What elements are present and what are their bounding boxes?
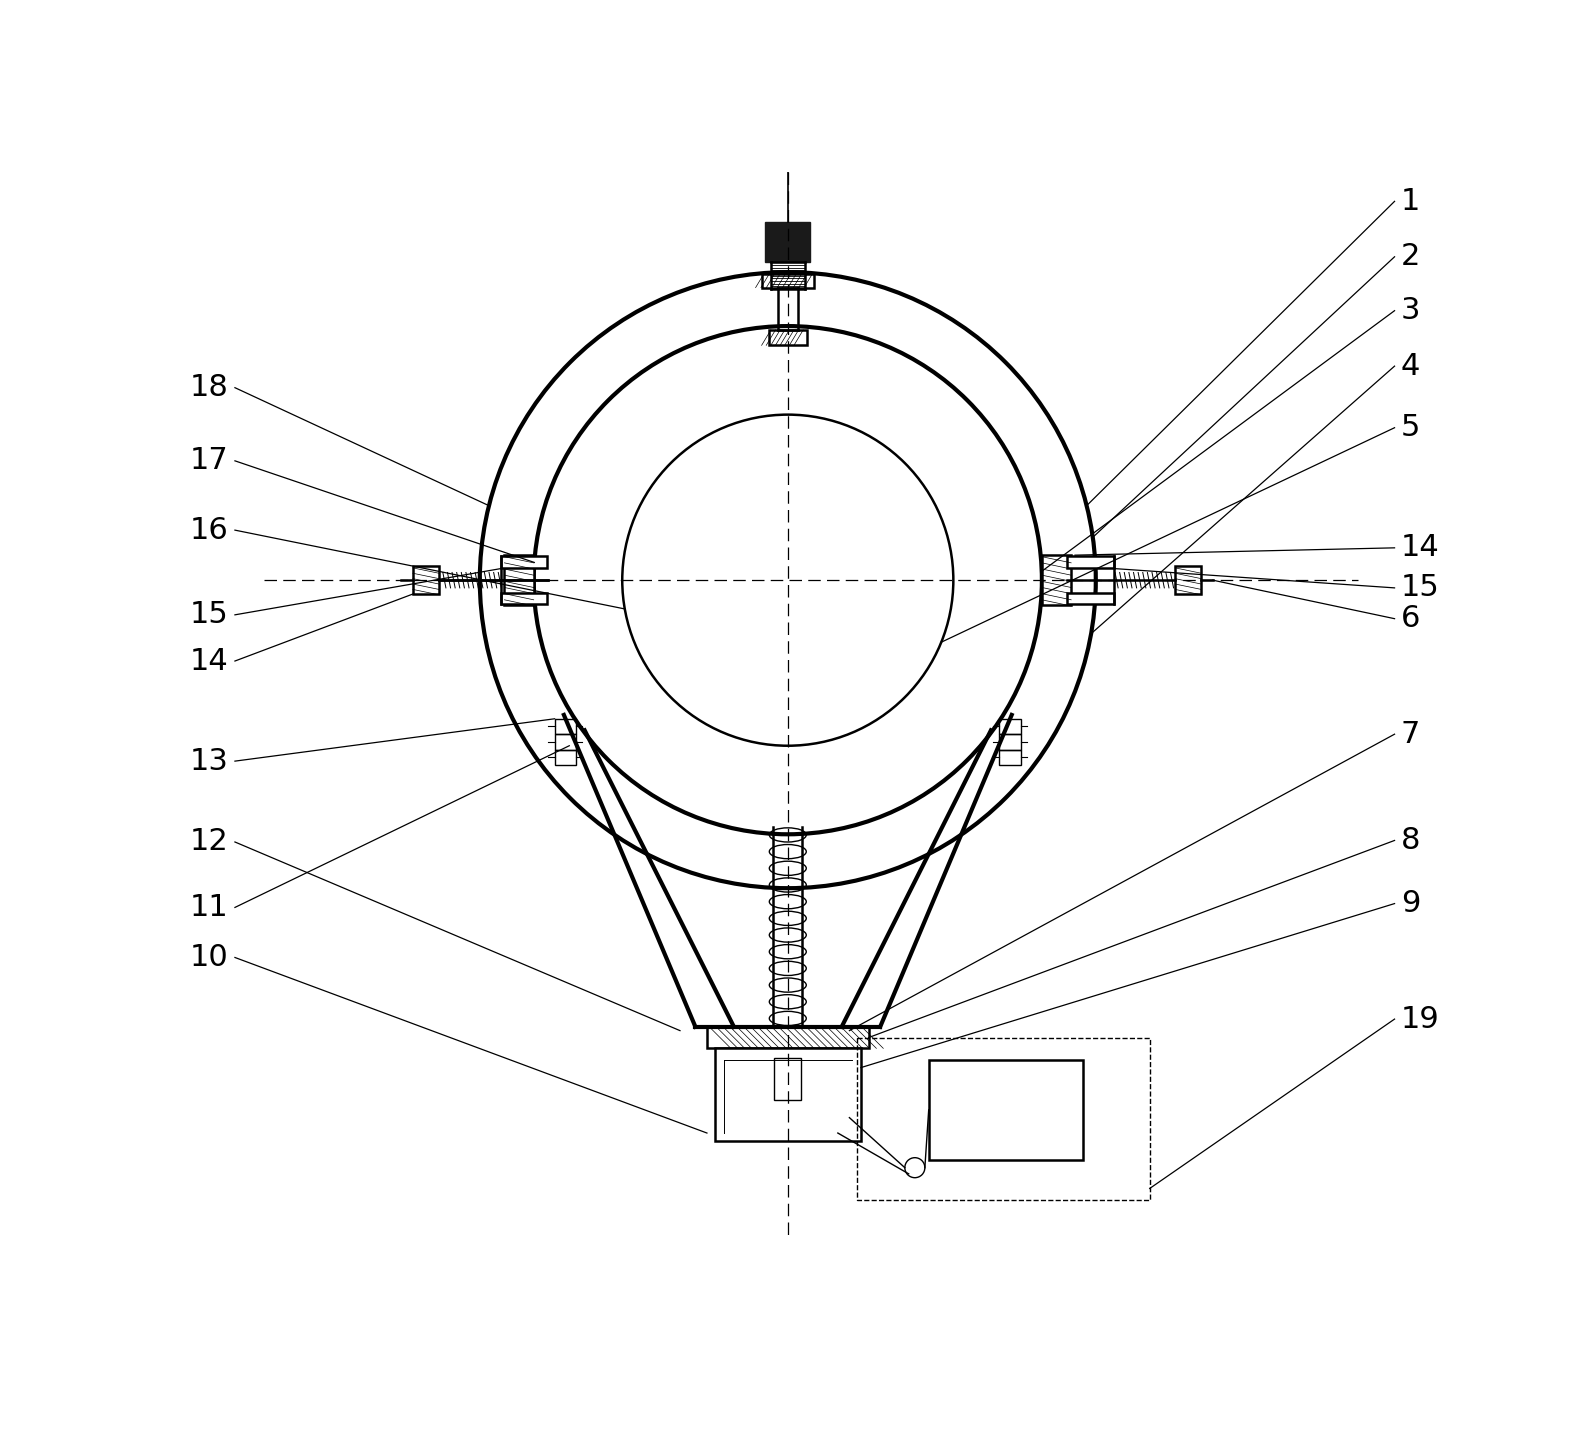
Bar [555, 734, 577, 750]
Text: 15: 15 [1401, 574, 1440, 602]
Bar [769, 330, 807, 346]
Text: 6: 6 [1401, 604, 1421, 634]
Bar [501, 592, 547, 604]
Bar [856, 1038, 1150, 1200]
Bar [1068, 592, 1114, 604]
Bar [504, 555, 534, 605]
Text: 5: 5 [1401, 413, 1421, 442]
Text: 8: 8 [1401, 826, 1421, 855]
Bar [928, 1060, 1082, 1160]
Bar [999, 734, 1022, 750]
Text: 7: 7 [1401, 720, 1421, 749]
Text: 2: 2 [1401, 242, 1421, 271]
Bar [766, 222, 810, 262]
Bar [501, 556, 547, 568]
Bar [761, 274, 814, 288]
Bar [999, 718, 1022, 734]
Text: 11: 11 [191, 893, 229, 922]
Bar [774, 1058, 801, 1100]
Bar [413, 566, 439, 594]
Text: 17: 17 [191, 446, 229, 475]
Text: 16: 16 [191, 516, 229, 545]
Bar [1068, 556, 1114, 568]
Text: 3: 3 [1401, 297, 1421, 326]
Text: 18: 18 [191, 373, 229, 402]
Text: 4: 4 [1401, 351, 1421, 380]
Text: 14: 14 [191, 647, 229, 675]
Text: 14: 14 [1401, 533, 1440, 562]
Bar [715, 1048, 861, 1140]
Text: 9: 9 [1401, 889, 1421, 918]
Bar [1042, 555, 1071, 605]
Text: 1: 1 [1401, 186, 1421, 217]
Bar [999, 750, 1022, 764]
Text: 19: 19 [1401, 1005, 1440, 1034]
Text: 10: 10 [191, 944, 229, 972]
Bar [707, 1027, 869, 1048]
Text: 13: 13 [191, 747, 229, 776]
Bar [1176, 566, 1201, 594]
Bar [555, 718, 577, 734]
Bar [555, 750, 577, 764]
Text: 12: 12 [191, 827, 229, 856]
Text: 15: 15 [191, 601, 229, 630]
